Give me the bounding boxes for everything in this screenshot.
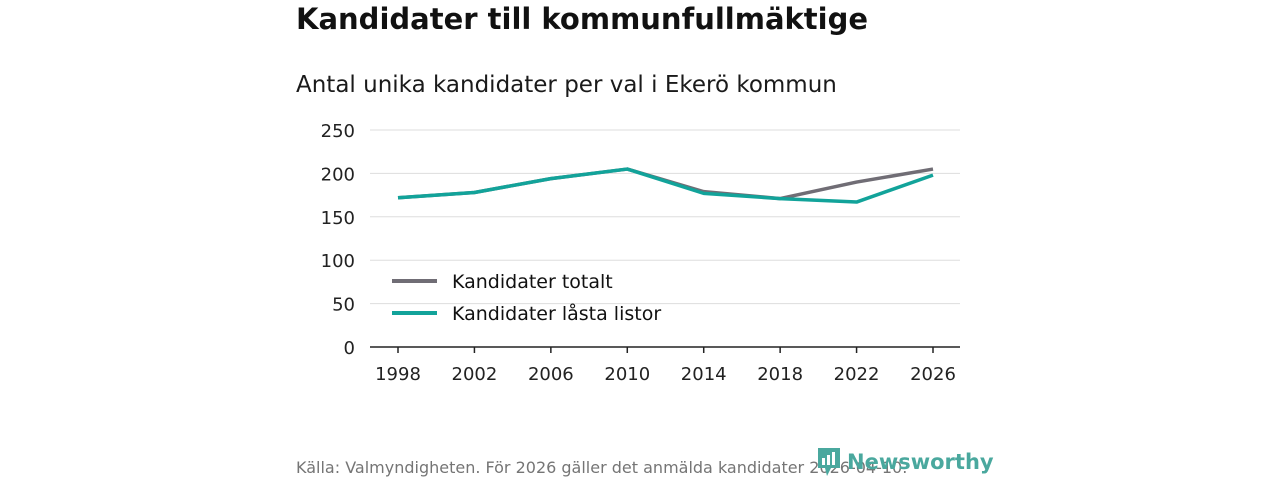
x-tick-label: 2018 (757, 364, 803, 385)
x-tick-label: 2026 (910, 364, 956, 385)
y-tick-label: 150 (321, 208, 355, 229)
chart-subtitle: Antal unika kandidater per val i Ekerö k… (296, 72, 837, 98)
y-tick-label: 0 (344, 338, 355, 359)
brand-logo: Newsworthy (816, 446, 994, 478)
brand-name: Newsworthy (847, 450, 994, 474)
x-tick-label: 2022 (834, 364, 880, 385)
series-lines (397, 167, 934, 204)
source-note: Källa: Valmyndigheten. För 2026 gäller d… (296, 458, 908, 477)
x-tick-label: 2010 (604, 364, 650, 385)
y-tick-label: 250 (321, 121, 355, 142)
legend-label-2: Kandidater låsta listor (452, 302, 661, 325)
y-axis-ticks: 0 50 100 150 200 250 (321, 121, 355, 359)
legend: Kandidater totalt Kandidater låsta listor (392, 271, 661, 325)
newsworthy-logo-icon (818, 448, 840, 476)
y-tick-label: 200 (321, 164, 355, 185)
x-tick-label: 2002 (452, 364, 498, 385)
gridlines (370, 129, 960, 305)
x-tick-label: 1998 (375, 364, 421, 385)
y-tick-label: 100 (321, 251, 355, 272)
x-axis-ticks: 1998 2002 2006 2010 2014 2018 2022 2026 (375, 347, 956, 385)
series-line-2 (397, 167, 934, 204)
x-tick-label: 2014 (681, 364, 727, 385)
legend-label-1: Kandidater totalt (452, 271, 613, 293)
y-tick-label: 50 (332, 295, 355, 316)
chart-title: Kandidater till kommunfullmäktige (296, 2, 869, 36)
x-tick-label: 2006 (528, 364, 574, 385)
